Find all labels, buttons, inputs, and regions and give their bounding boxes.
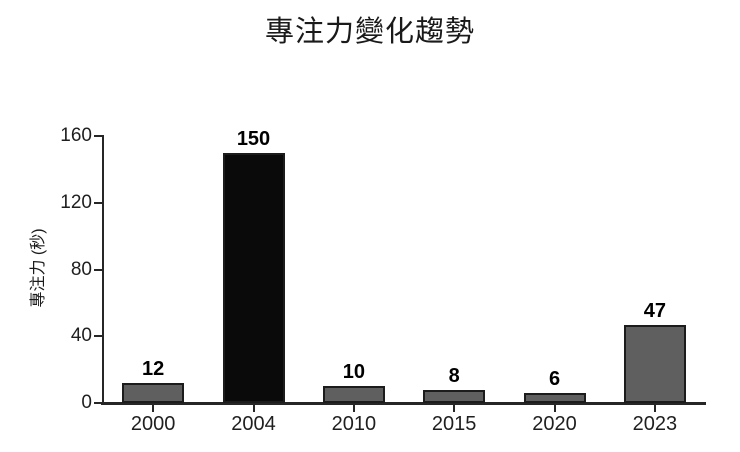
chart-title: 專注力變化趨勢 bbox=[264, 16, 475, 48]
y-tick bbox=[94, 268, 102, 271]
x-tick bbox=[152, 404, 155, 412]
x-tick-label: 2023 bbox=[632, 413, 678, 435]
y-tick-label: 40 bbox=[70, 325, 92, 347]
x-tick-label: 2004 bbox=[231, 413, 276, 435]
x-tick-label: 2020 bbox=[532, 413, 577, 435]
y-tick-label: 120 bbox=[60, 191, 92, 213]
x-tick-label: 2010 bbox=[331, 413, 377, 435]
y-tick-label: 80 bbox=[70, 258, 92, 280]
x-tick-label: 2015 bbox=[431, 413, 477, 435]
x-tick bbox=[653, 404, 656, 412]
bar bbox=[623, 324, 686, 403]
bar-value-label: 47 bbox=[643, 299, 666, 322]
y-tick-label: 0 bbox=[81, 392, 92, 413]
y-tick bbox=[94, 402, 102, 404]
y-tick-label: 160 bbox=[60, 125, 92, 146]
y-tick bbox=[94, 135, 102, 137]
x-axis-line bbox=[101, 402, 706, 405]
y-tick bbox=[94, 335, 102, 338]
bar-value-label: 12 bbox=[142, 357, 165, 380]
bar-value-label: 8 bbox=[448, 364, 460, 387]
x-tick bbox=[352, 404, 355, 412]
x-tick-label: 2000 bbox=[130, 413, 176, 435]
bar bbox=[523, 392, 586, 403]
bar bbox=[222, 152, 285, 403]
x-tick bbox=[553, 404, 556, 412]
x-tick bbox=[252, 404, 255, 412]
x-tick bbox=[453, 404, 456, 412]
bar-value-label: 6 bbox=[548, 367, 561, 390]
bar-value-label: 10 bbox=[342, 361, 365, 384]
bar-value-label: 150 bbox=[236, 127, 271, 150]
bar bbox=[322, 386, 385, 403]
bar bbox=[423, 389, 486, 403]
y-axis-line bbox=[102, 135, 104, 404]
y-tick bbox=[94, 201, 102, 204]
bar bbox=[122, 382, 185, 403]
